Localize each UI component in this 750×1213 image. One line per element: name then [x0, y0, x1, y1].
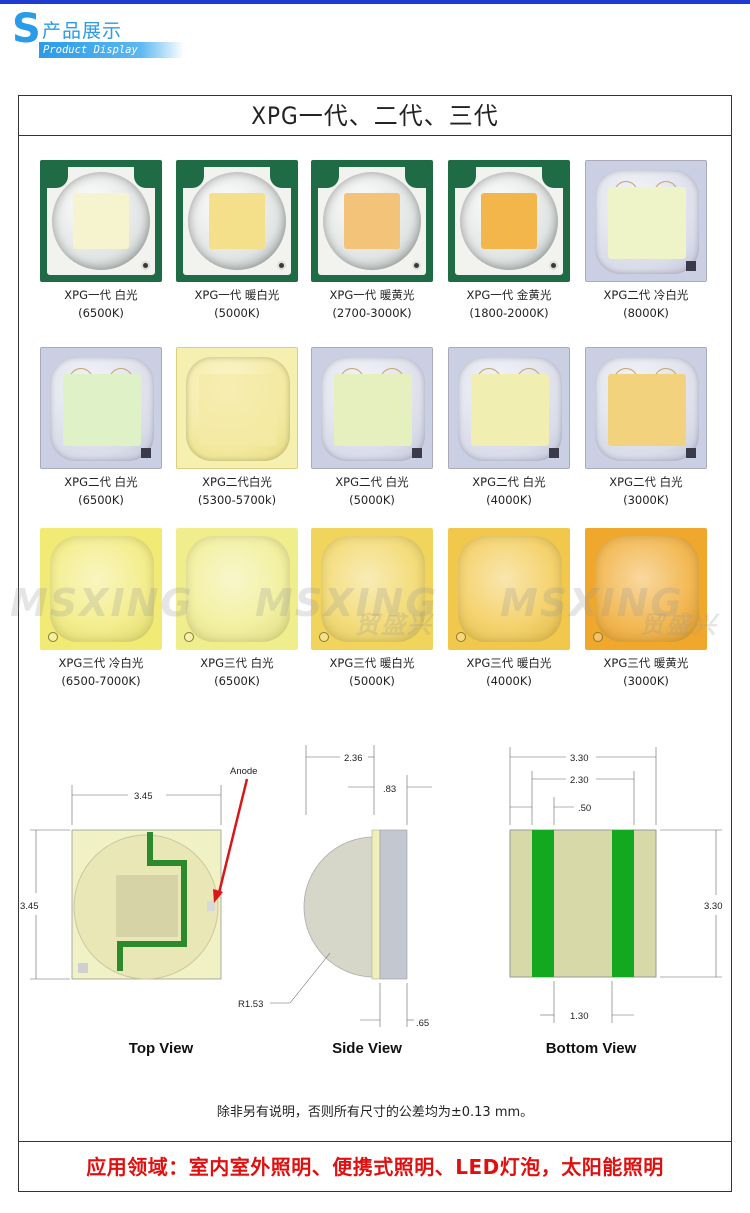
anode-label: Anode	[230, 766, 257, 777]
product-name: XPG一代 暖白光	[194, 288, 280, 302]
product-card: XPG一代 暖白光 (5000K)	[172, 160, 302, 322]
led-chip-image	[311, 347, 433, 469]
product-cct: (5300-5700k)	[197, 493, 277, 507]
bottom-gap-dim: 1.30	[570, 1011, 589, 1022]
product-card: XPG二代 白光 (3000K)	[581, 347, 711, 509]
led-chip-image	[448, 528, 570, 650]
led-chip-image	[40, 160, 162, 282]
product-card: XPG三代 冷白光 (6500-7000K)	[36, 528, 166, 690]
product-name: XPG一代 金黄光	[466, 288, 552, 302]
header-letter: S	[12, 6, 41, 52]
section-header: S 产品展示 Product Display	[12, 6, 184, 58]
top-height-dim: 3.45	[20, 901, 39, 912]
led-chip-image	[311, 160, 433, 282]
product-card: XPG二代白光 (5300-5700k)	[172, 347, 302, 509]
product-card: XPG三代 白光 (6500K)	[172, 528, 302, 690]
bottom-pad-dim: .50	[578, 803, 591, 814]
header-title-cn: 产品展示	[42, 20, 123, 42]
product-name: XPG三代 白光	[200, 656, 274, 670]
product-cct: (3000K)	[623, 493, 669, 507]
product-cct: (3000K)	[623, 674, 669, 688]
led-chip-image	[176, 347, 298, 469]
product-card: XPG二代 白光 (4000K)	[444, 347, 574, 509]
product-cct: (5000K)	[214, 306, 260, 320]
product-cct: (6500K)	[214, 674, 260, 688]
product-name: XPG三代 暖黄光	[603, 656, 689, 670]
product-card: XPG一代 金黄光 (1800-2000K)	[444, 160, 574, 322]
product-cct: (5000K)	[349, 493, 395, 507]
product-name: XPG二代白光	[202, 475, 272, 489]
bottom-view-label: Bottom View	[545, 1040, 637, 1057]
led-chip-image	[176, 528, 298, 650]
product-card: XPG二代 白光 (5000K)	[307, 347, 437, 509]
product-name: XPG三代 暖白光	[329, 656, 415, 670]
product-name: XPG二代 白光	[609, 475, 683, 489]
product-card: XPG二代 冷白光 (8000K)	[581, 160, 711, 322]
led-chip-image	[585, 528, 707, 650]
application-text: 应用领域：室内室外照明、便携式照明、LED灯泡，太阳能照明	[86, 1155, 664, 1179]
product-name: XPG二代 白光	[472, 475, 546, 489]
led-chip-image	[40, 347, 162, 469]
top-width-dim: 3.45	[134, 791, 153, 802]
led-chip-image	[585, 160, 707, 282]
product-frame: XPG一代、二代、三代 应用领域：室内室外照明、便携式照明、LED灯泡，太阳能照…	[18, 95, 732, 1192]
product-card: XPG一代 白光 (6500K)	[36, 160, 166, 322]
product-name: XPG二代 白光	[64, 475, 138, 489]
product-card: XPG二代 白光 (6500K)	[36, 347, 166, 509]
top-view-drawing: 3.45 3.45 Anode	[20, 766, 257, 980]
product-card: XPG一代 暖黄光 (2700-3000K)	[307, 160, 437, 322]
dimension-diagrams: 3.45 3.45 Anode 2.36 .83	[20, 745, 723, 1029]
product-card: XPG三代 暖白光 (5000K)	[307, 528, 437, 690]
side-length-dim: 2.36	[344, 753, 363, 764]
side-view-label: Side View	[332, 1040, 402, 1057]
product-name: XPG一代 白光	[64, 288, 138, 302]
product-name: XPG二代 冷白光	[603, 288, 689, 302]
led-chip-image	[585, 347, 707, 469]
product-cct: (6500K)	[78, 306, 124, 320]
side-radius-dim: R1.53	[238, 999, 263, 1010]
led-chip-image	[40, 528, 162, 650]
led-chip-image	[176, 160, 298, 282]
product-card: XPG三代 暖白光 (4000K)	[444, 528, 574, 690]
top-accent-bar	[0, 0, 750, 4]
bottom-height-dim: 3.30	[704, 901, 723, 912]
side-thickness-dim: .83	[383, 784, 396, 795]
bottom-inner-dim: 2.30	[570, 775, 589, 786]
product-cct: (4000K)	[486, 674, 532, 688]
led-chip-image	[448, 347, 570, 469]
product-cct: (6500K)	[78, 493, 124, 507]
product-name: XPG三代 暖白光	[466, 656, 552, 670]
top-view-label: Top View	[128, 1040, 194, 1057]
product-cct: (4000K)	[486, 493, 532, 507]
product-cct: (5000K)	[349, 674, 395, 688]
frame-title-row: XPG一代、二代、三代	[19, 96, 731, 136]
application-row: 应用领域：室内室外照明、便携式照明、LED灯泡，太阳能照明	[19, 1141, 731, 1191]
header-title-en: Product Display	[39, 42, 184, 58]
product-cct: (6500-7000K)	[61, 674, 141, 688]
product-name: XPG三代 冷白光	[58, 656, 144, 670]
led-chip-image	[311, 528, 433, 650]
product-cct: (1800-2000K)	[469, 306, 549, 320]
frame-title: XPG一代、二代、三代	[251, 102, 499, 130]
bottom-width-dim: 3.30	[570, 753, 589, 764]
product-name: XPG二代 白光	[335, 475, 409, 489]
product-card: XPG三代 暖黄光 (3000K)	[581, 528, 711, 690]
product-name: XPG一代 暖黄光	[329, 288, 415, 302]
product-cct: (8000K)	[623, 306, 669, 320]
bottom-view-drawing: 3.30 2.30 .50 3.30 1.30	[509, 747, 723, 1023]
tolerance-note: 除非另有说明，否则所有尺寸的公差均为±0.13 mm。	[216, 1105, 534, 1120]
side-base-dim: .65	[416, 1018, 429, 1029]
led-chip-image	[448, 160, 570, 282]
side-view-drawing: 2.36 .83 .65 R1.53	[238, 745, 432, 1029]
product-cct: (2700-3000K)	[332, 306, 412, 320]
